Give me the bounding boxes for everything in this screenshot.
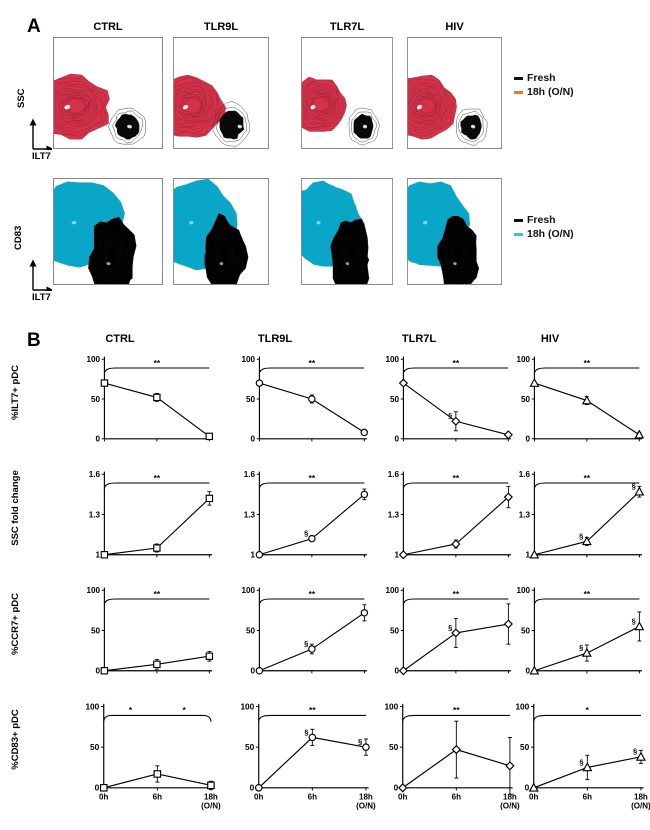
svg-text:1.6: 1.6: [244, 470, 256, 479]
svg-text:**: **: [453, 473, 460, 483]
svg-text:§: §: [633, 747, 637, 756]
svg-text:1.6: 1.6: [519, 470, 531, 479]
svg-text:50: 50: [389, 742, 399, 752]
svg-text:§: §: [632, 616, 636, 625]
svg-text:100: 100: [241, 586, 255, 595]
svg-text:§: §: [304, 727, 308, 736]
svg-text:1.3: 1.3: [519, 510, 531, 519]
svg-text:1.3: 1.3: [89, 510, 101, 519]
svg-text:*: *: [129, 705, 133, 715]
svg-text:50: 50: [90, 742, 100, 752]
svg-text:100: 100: [242, 355, 256, 364]
svg-text:§: §: [579, 531, 583, 540]
svg-text:50: 50: [91, 395, 101, 404]
svg-text:50: 50: [246, 395, 256, 404]
svg-text:50: 50: [91, 626, 101, 635]
svg-text:0: 0: [250, 783, 255, 793]
svg-text:1.3: 1.3: [388, 510, 400, 519]
svg-text:**: **: [309, 705, 316, 715]
svg-text:50: 50: [245, 742, 255, 752]
svg-text:0: 0: [250, 667, 255, 676]
svg-text:**: **: [584, 473, 591, 483]
svg-text:**: **: [584, 358, 591, 368]
svg-text:§: §: [304, 639, 308, 648]
svg-text:**: **: [154, 358, 161, 368]
svg-text:1: 1: [250, 551, 255, 560]
svg-text:1: 1: [95, 551, 100, 560]
svg-text:0: 0: [394, 667, 399, 676]
svg-text:**: **: [309, 358, 316, 368]
svg-text:1: 1: [394, 551, 399, 560]
svg-text:**: **: [309, 589, 316, 599]
svg-text:50: 50: [521, 626, 531, 635]
svg-text:1.6: 1.6: [388, 470, 400, 479]
svg-text:**: **: [154, 473, 161, 483]
svg-text:**: **: [309, 473, 316, 483]
svg-text:**: **: [154, 589, 161, 599]
svg-text:50: 50: [390, 626, 400, 635]
svg-text:100: 100: [85, 701, 99, 711]
svg-text:0h: 0h: [529, 792, 538, 801]
svg-text:0: 0: [394, 783, 399, 793]
svg-text:100: 100: [516, 586, 530, 595]
svg-text:0: 0: [395, 435, 400, 444]
svg-text:0: 0: [95, 783, 100, 793]
svg-text:50: 50: [520, 742, 530, 752]
svg-text:0: 0: [96, 435, 101, 444]
svg-text:100: 100: [385, 586, 399, 595]
svg-text:0: 0: [526, 435, 531, 444]
svg-text:(O/N): (O/N): [631, 801, 650, 810]
svg-text:50: 50: [246, 626, 256, 635]
svg-text:100: 100: [517, 355, 531, 364]
svg-text:**: **: [453, 589, 460, 599]
svg-text:50: 50: [390, 395, 400, 404]
svg-text:**: **: [453, 705, 460, 715]
svg-text:0: 0: [251, 435, 256, 444]
svg-text:0: 0: [525, 783, 530, 793]
svg-text:6h: 6h: [308, 792, 317, 801]
svg-text:18h: 18h: [634, 792, 648, 801]
svg-text:0h: 0h: [398, 792, 407, 801]
svg-text:6h: 6h: [153, 792, 162, 801]
svg-text:*: *: [586, 705, 590, 715]
svg-text:100: 100: [386, 355, 400, 364]
svg-text:*: *: [182, 705, 186, 715]
svg-text:§: §: [304, 529, 308, 538]
svg-text:100: 100: [240, 701, 254, 711]
svg-text:100: 100: [87, 355, 101, 364]
svg-text:**: **: [584, 589, 591, 599]
svg-text:1.3: 1.3: [244, 510, 256, 519]
svg-text:§: §: [579, 757, 583, 766]
svg-text:0h: 0h: [99, 792, 108, 801]
svg-text:50: 50: [521, 395, 531, 404]
svg-text:**: **: [453, 358, 460, 368]
svg-text:100: 100: [515, 701, 529, 711]
svg-text:§: §: [448, 623, 452, 632]
svg-text:100: 100: [384, 701, 398, 711]
svg-text:§: §: [579, 643, 583, 652]
svg-text:1.6: 1.6: [89, 470, 101, 479]
svg-text:0h: 0h: [254, 792, 263, 801]
svg-text:6h: 6h: [583, 792, 592, 801]
svg-text:100: 100: [86, 586, 100, 595]
svg-text:0: 0: [95, 667, 100, 676]
svg-text:6h: 6h: [452, 792, 461, 801]
svg-text:§: §: [448, 411, 452, 420]
